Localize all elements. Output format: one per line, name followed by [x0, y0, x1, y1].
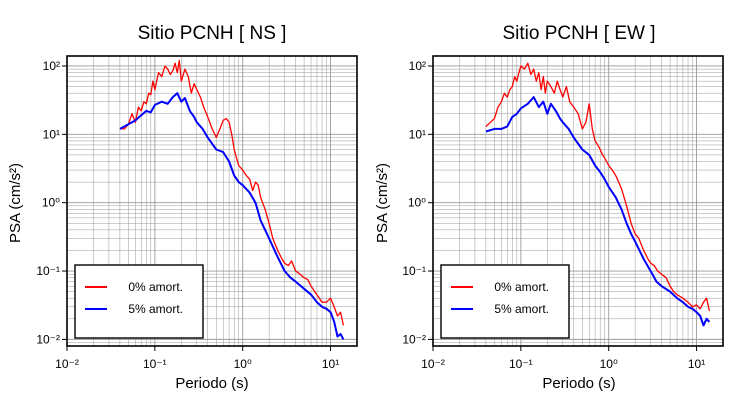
legend-box [74, 264, 204, 339]
x-axis-label: Periodo (s) [542, 375, 615, 392]
chart-ew: Sitio PCNH [ EW ] Periodo (s) PSA (cm/s²… [374, 23, 724, 392]
series-line-amort-5 [119, 92, 345, 340]
legend-label: 5% amort. [494, 302, 549, 316]
y-tick-label: 10² [43, 59, 60, 73]
x-axis-label: Periodo (s) [175, 375, 248, 392]
y-tick-label: 10² [409, 59, 426, 73]
x-tick-label: 10¹ [322, 357, 339, 371]
chart-title: Sitio PCNH [ NS ] [138, 23, 287, 44]
y-tick-label: 10¹ [43, 127, 60, 141]
legend-label: 5% amort. [128, 302, 183, 316]
series-line-amort-5 [485, 96, 711, 327]
legend-label: 0% amort. [494, 280, 549, 294]
y-tick-label: 10⁻¹ [402, 264, 426, 278]
x-tick-label: 10⁻² [421, 357, 445, 371]
x-tick-label: 10¹ [688, 357, 705, 371]
y-tick-label: 10⁻² [402, 332, 426, 346]
y-tick-label: 10¹ [409, 127, 426, 141]
x-tick-label: 10⁰ [600, 357, 618, 371]
series-line-amort-0 [119, 59, 345, 326]
legend: 0% amort. 5% amort. [440, 264, 570, 339]
plot-frame [432, 55, 724, 347]
y-tick-label: 10⁰ [408, 196, 426, 210]
legend-box [440, 264, 570, 339]
plot-frame [66, 55, 358, 347]
x-tick-label: 10⁻¹ [509, 357, 533, 371]
series-line-amort-0 [485, 62, 711, 312]
legend-label: 0% amort. [128, 280, 183, 294]
chart-title: Sitio PCNH [ EW ] [502, 23, 655, 44]
y-axis-label: PSA (cm/s²) [374, 163, 391, 243]
y-tick-label: 10⁻² [36, 332, 60, 346]
x-tick-label: 10⁻² [55, 357, 79, 371]
y-axis-label: PSA (cm/s²) [7, 163, 24, 243]
chart-ns: Sitio PCNH [ NS ] Periodo (s) PSA (cm/s²… [7, 23, 358, 392]
y-tick-label: 10⁰ [42, 196, 60, 210]
y-tick-label: 10⁻¹ [36, 264, 60, 278]
legend: 0% amort. 5% amort. [74, 264, 204, 339]
x-tick-label: 10⁰ [234, 357, 252, 371]
x-tick-label: 10⁻¹ [143, 357, 167, 371]
